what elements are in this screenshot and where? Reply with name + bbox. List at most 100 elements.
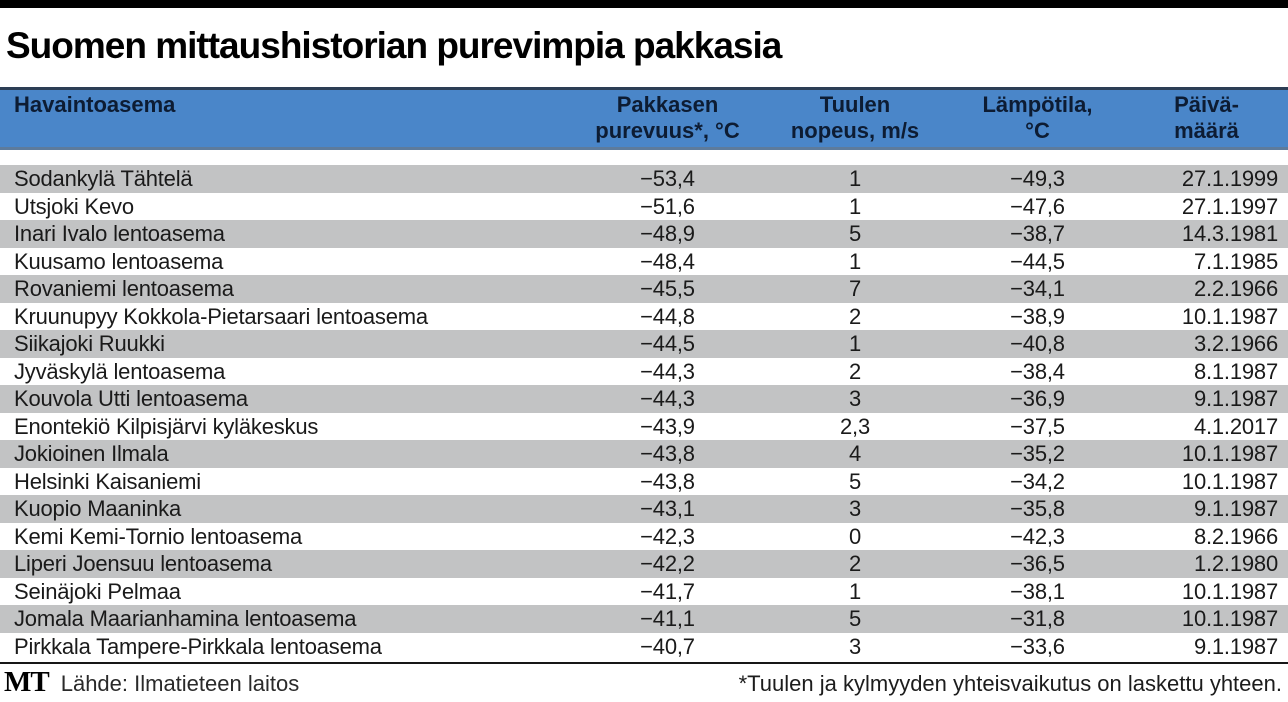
wind-speed-cell: 1 [848, 578, 862, 604]
mt-logo: MT [4, 666, 50, 698]
column-header-temp-line2: °C [1025, 118, 1050, 143]
frost-bite-cell: −43,9 [640, 413, 695, 439]
wind-speed-cell: 2,3 [840, 413, 870, 439]
frost-bite-cell: −42,2 [640, 551, 695, 576]
wind-speed-cell: 1 [848, 248, 862, 274]
page-title: Suomen mittaushistorian purevimpia pakka… [6, 25, 782, 66]
column-header-temperature: Lämpötila, °C [950, 92, 1125, 147]
column-header-date-line1: Päivä- [1174, 92, 1239, 117]
frost-bite-cell: −43,8 [640, 441, 695, 466]
station-cell: Seinäjoki Pelmaa [14, 578, 181, 604]
temperature-cell: −49,3 [1010, 166, 1065, 191]
wind-speed-cell: 2 [848, 358, 862, 384]
frost-bite-cell: −48,4 [640, 248, 695, 274]
frost-bite-cell: −43,1 [640, 496, 695, 521]
frost-bite-cell: −44,3 [640, 358, 695, 384]
station-cell: Kemi Kemi-Tornio lentoasema [14, 523, 303, 549]
date-cell: 10.1.1987 [1181, 606, 1278, 631]
table-row: Kuopio Maaninka −43,1 3 −35,8 9.1.1987 [0, 495, 1288, 523]
frost-bite-cell: −44,8 [640, 303, 695, 329]
frost-bite-cell: −45,5 [640, 276, 695, 301]
column-header-date: Päivä- määrä [1125, 92, 1288, 147]
station-cell: Kruunupyy Kokkola-Pietarsaari lentoasema [14, 303, 428, 329]
temperature-cell: −35,8 [1010, 496, 1065, 521]
source-text: Lähde: Ilmatieteen laitos [60, 671, 300, 696]
wind-speed-cell: 7 [848, 276, 862, 301]
station-cell: Inari Ivalo lentoasema [14, 221, 225, 246]
date-cell: 9.1.1987 [1193, 496, 1278, 521]
column-header-wind-line1: Tuulen [819, 92, 891, 117]
table-row: Helsinki Kaisaniemi −43,8 5 −34,2 10.1.1987 [0, 468, 1288, 496]
station-cell: Pirkkala Tampere-Pirkkala lentoasema [14, 633, 382, 659]
temperature-cell: −40,8 [1010, 331, 1065, 356]
table-row: Jokioinen Ilmala −43,8 4 −35,2 10.1.1987 [0, 440, 1288, 468]
column-header-frost-bite: Pakkasen purevuus*, °C [575, 92, 760, 147]
temperature-cell: −38,9 [1010, 303, 1065, 329]
wind-speed-cell: 3 [848, 633, 862, 659]
wind-speed-cell: 0 [848, 523, 862, 549]
column-header-frost-line1: Pakkasen [616, 92, 719, 117]
table-row: Pirkkala Tampere-Pirkkala lentoasema −40,… [0, 633, 1288, 661]
date-cell: 9.1.1987 [1193, 633, 1278, 659]
station-cell: Jokioinen Ilmala [14, 441, 169, 466]
table-row: Kruunupyy Kokkola-Pietarsaari lentoasema… [0, 303, 1288, 331]
date-cell: 9.1.1987 [1193, 386, 1278, 411]
wind-speed-cell: 5 [848, 606, 862, 631]
footer: MT Lähde: Ilmatieteen laitos *Tuulen ja … [0, 668, 1288, 698]
table-body: Sodankylä Tähtelä −53,4 1 −49,3 27.1.1999 Uts… [0, 165, 1288, 660]
frost-bite-cell: −48,9 [640, 221, 695, 246]
station-cell: Sodankylä Tähtelä [14, 166, 193, 191]
table-row: Jyväskylä lentoasema −44,3 2 −38,4 8.1.1987 [0, 358, 1288, 386]
temperature-cell: −35,2 [1010, 441, 1065, 466]
temperature-cell: −47,6 [1010, 193, 1065, 219]
station-cell: Kouvola Utti lentoasema [14, 386, 248, 411]
temperature-cell: −37,5 [1010, 413, 1065, 439]
date-cell: 1.2.1980 [1193, 551, 1278, 576]
temperature-cell: −34,1 [1010, 276, 1065, 301]
frost-bite-cell: −40,7 [640, 633, 695, 659]
wind-speed-cell: 3 [848, 386, 862, 411]
station-cell: Jyväskylä lentoasema [14, 358, 226, 384]
top-black-bar [0, 0, 1288, 8]
footnote-text: *Tuulen ja kylmyyden yhteisvaikutus on l… [738, 671, 1282, 696]
station-cell: Helsinki Kaisaniemi [14, 468, 201, 494]
table-row: Kemi Kemi-Tornio lentoasema −42,3 0 −42,3 8.… [0, 523, 1288, 551]
date-cell: 8.1.1987 [1193, 358, 1278, 384]
wind-speed-cell: 2 [848, 551, 862, 576]
column-header-temp-line1: Lämpötila, [982, 92, 1093, 117]
table-row: Jomala Maarianhamina lentoasema −41,1 5 −31… [0, 605, 1288, 633]
temperature-cell: −34,2 [1010, 468, 1065, 494]
frost-bite-cell: −43,8 [640, 468, 695, 494]
footer-divider-line [0, 662, 1288, 664]
station-cell: Jomala Maarianhamina lentoasema [14, 606, 357, 631]
wind-speed-cell: 1 [848, 331, 862, 356]
temperature-cell: −36,5 [1010, 551, 1065, 576]
column-header-frost-line2: purevuus*, °C [595, 118, 740, 143]
date-cell: 2.2.1966 [1193, 276, 1278, 301]
table-row: Liperi Joensuu lentoasema −42,2 2 −36,5 1.2.… [0, 550, 1288, 578]
table-row: Kouvola Utti lentoasema −44,3 3 −36,9 9.1.19… [0, 385, 1288, 413]
date-cell: 10.1.1987 [1181, 578, 1278, 604]
station-cell: Enontekiö Kilpisjärvi kyläkeskus [14, 413, 319, 439]
date-cell: 7.1.1985 [1193, 248, 1278, 274]
temperature-cell: −33,6 [1010, 633, 1065, 659]
table-row: Sodankylä Tähtelä −53,4 1 −49,3 27.1.1999 [0, 165, 1288, 193]
table-row: Rovaniemi lentoasema −45,5 7 −34,1 2.2.1966 [0, 275, 1288, 303]
frost-bite-cell: −41,1 [640, 606, 695, 631]
temperature-cell: −44,5 [1010, 248, 1065, 274]
wind-speed-cell: 4 [848, 441, 862, 466]
date-cell: 14.3.1981 [1181, 221, 1278, 246]
station-cell: Rovaniemi lentoasema [14, 276, 234, 301]
column-header-station-label: Havaintoasema [14, 92, 176, 117]
temperature-cell: −42,3 [1010, 523, 1065, 549]
table-row: Inari Ivalo lentoasema −48,9 5 −38,7 14.3.19… [0, 220, 1288, 248]
date-cell: 10.1.1987 [1181, 468, 1278, 494]
temperature-cell: −38,4 [1010, 358, 1065, 384]
temperature-cell: −31,8 [1010, 606, 1065, 631]
temperature-cell: −38,7 [1010, 221, 1065, 246]
temperature-cell: −36,9 [1010, 386, 1065, 411]
table-row: Utsjoki Kevo −51,6 1 −47,6 27.1.1997 [0, 193, 1288, 221]
date-cell: 3.2.1966 [1193, 331, 1278, 356]
wind-speed-cell: 1 [848, 193, 862, 219]
